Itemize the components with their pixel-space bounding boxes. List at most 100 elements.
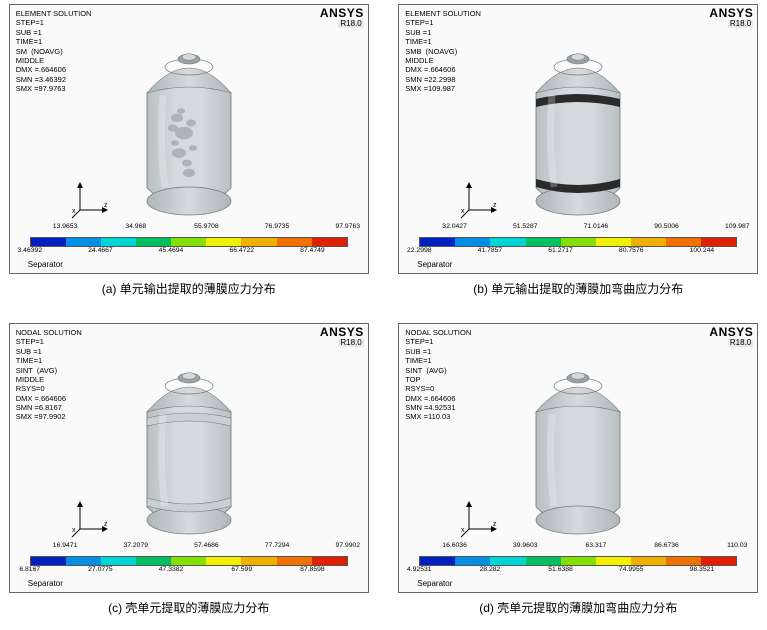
axis-triad-icon: z x	[459, 180, 499, 223]
legend-segment	[206, 557, 241, 565]
legend-tick: 51.5287	[513, 223, 538, 230]
ansys-viewport-b: ANSYSR18.0 ELEMENT SOLUTION STEP=1 SUB =1…	[398, 4, 758, 274]
figure-cell-a: ANSYSR18.0 ELEMENT SOLUTION STEP=1 SUB =1…	[4, 4, 374, 307]
legend-tick: 47.3382	[159, 566, 184, 573]
legend-tick: 39.9603	[513, 542, 538, 549]
color-legend: 6.816727.077547.338267.59987.859816.9471…	[30, 556, 348, 568]
legend-segment	[136, 238, 171, 246]
axis-triad-icon: z x	[70, 180, 110, 223]
legend-tick: 80.7576	[619, 247, 644, 254]
separator-label: Separator	[417, 260, 452, 269]
legend-segment	[241, 238, 276, 246]
legend-tick: 32.0427	[442, 223, 467, 230]
color-legend: 22.299841.785761.271780.7576100.24432.04…	[419, 237, 737, 249]
axis-triad-icon: z x	[70, 499, 110, 542]
legend-tick: 4.92531	[407, 566, 432, 573]
svg-text:z: z	[493, 202, 497, 209]
legend-tick: 22.2998	[407, 247, 432, 254]
subfigure-caption: (b) 单元输出提取的薄膜加弯曲应力分布	[473, 280, 683, 297]
color-legend: 4.9253128.28251.638874.995598.352116.603…	[419, 556, 737, 568]
legend-segment	[561, 557, 596, 565]
figure-cell-b: ANSYSR18.0 ELEMENT SOLUTION STEP=1 SUB =1…	[394, 4, 764, 307]
ansys-badge: ANSYSR18.0	[709, 7, 753, 29]
legend-segment	[526, 238, 561, 246]
subfigure-caption: (d) 壳单元提取的薄膜加弯曲应力分布	[479, 599, 677, 616]
legend-segment	[241, 557, 276, 565]
legend-tick: 87.8598	[300, 566, 325, 573]
ansys-badge: ANSYSR18.0	[320, 7, 364, 29]
legend-tick: 86.6736	[654, 542, 679, 549]
legend-tick: 87.4749	[300, 247, 325, 254]
legend-tick: 34.968	[125, 223, 146, 230]
legend-segment	[66, 557, 101, 565]
legend-segment	[596, 238, 631, 246]
legend-tick: 55.9708	[194, 223, 219, 230]
legend-tick: 67.599	[231, 566, 252, 573]
legend-tick: 76.9735	[265, 223, 290, 230]
solution-meta: ELEMENT SOLUTION STEP=1 SUB =1 TIME=1 SM…	[405, 9, 481, 93]
legend-tick: 41.7857	[478, 247, 503, 254]
legend-segment	[561, 238, 596, 246]
legend-tick: 74.9955	[619, 566, 644, 573]
legend-segment	[31, 557, 66, 565]
solution-meta: ELEMENT SOLUTION STEP=1 SUB =1 TIME=1 SM…	[16, 9, 92, 93]
legend-tick: 27.0775	[88, 566, 113, 573]
legend-segment	[101, 557, 136, 565]
legend-segment	[136, 557, 171, 565]
legend-tick: 98.3521	[690, 566, 715, 573]
legend-tick: 77.7294	[265, 542, 290, 549]
ansys-logo-text: ANSYS	[320, 7, 364, 19]
legend-segment	[596, 557, 631, 565]
svg-text:x: x	[72, 208, 76, 215]
vessel-render	[129, 23, 249, 236]
legend-segment	[490, 557, 525, 565]
solution-meta: NODAL SOLUTION STEP=1 SUB =1 TIME=1 SINT…	[405, 328, 471, 422]
legend-segment	[101, 238, 136, 246]
legend-segment	[171, 238, 206, 246]
legend-tick: 24.4667	[88, 247, 113, 254]
legend-tick: 16.6036	[442, 542, 467, 549]
legend-tick: 51.6388	[548, 566, 573, 573]
svg-text:x: x	[461, 527, 465, 534]
svg-text:z: z	[104, 521, 108, 528]
separator-label: Separator	[28, 579, 63, 588]
legend-tick: 97.9763	[335, 223, 360, 230]
legend-tick: 109.987	[725, 223, 750, 230]
ansys-version: R18.0	[338, 20, 363, 28]
legend-tick: 110.03	[727, 542, 747, 549]
ansys-viewport-a: ANSYSR18.0 ELEMENT SOLUTION STEP=1 SUB =1…	[9, 4, 369, 274]
legend-segment	[631, 557, 666, 565]
legend-segment	[455, 238, 490, 246]
legend-segment	[312, 557, 347, 565]
legend-segment	[420, 238, 455, 246]
legend-tick: 57.4686	[194, 542, 219, 549]
ansys-logo-text: ANSYS	[709, 7, 753, 19]
svg-text:x: x	[461, 208, 465, 215]
separator-label: Separator	[28, 260, 63, 269]
legend-tick: 6.8167	[19, 566, 40, 573]
ansys-logo-text: ANSYS	[709, 326, 753, 338]
legend-tick: 16.9471	[53, 542, 78, 549]
legend-segment	[666, 557, 701, 565]
vessel-render	[129, 342, 249, 555]
ansys-viewport-c: ANSYSR18.0NODAL SOLUTION STEP=1 SUB =1 T…	[9, 323, 369, 593]
legend-segment	[206, 238, 241, 246]
vessel-render	[518, 342, 638, 555]
subfigure-caption: (c) 壳单元提取的薄膜应力分布	[108, 599, 269, 616]
svg-text:z: z	[104, 202, 108, 209]
ansys-version: R18.0	[728, 20, 753, 28]
solution-meta: NODAL SOLUTION STEP=1 SUB =1 TIME=1 SINT…	[16, 328, 82, 422]
vessel-render	[518, 23, 638, 236]
legend-segment	[526, 557, 561, 565]
color-legend: 3.4639224.466745.469466.472287.474913.96…	[30, 237, 348, 249]
ansys-viewport-d: ANSYSR18.0NODAL SOLUTION STEP=1 SUB =1 T…	[398, 323, 758, 593]
figure-cell-d: ANSYSR18.0NODAL SOLUTION STEP=1 SUB =1 T…	[394, 323, 764, 626]
legend-tick: 63.317	[585, 542, 606, 549]
legend-tick: 61.2717	[548, 247, 573, 254]
axis-triad-icon: z x	[459, 499, 499, 542]
legend-segment	[66, 238, 101, 246]
legend-segment	[701, 238, 736, 246]
legend-segment	[420, 557, 455, 565]
svg-text:x: x	[72, 527, 76, 534]
legend-segment	[490, 238, 525, 246]
